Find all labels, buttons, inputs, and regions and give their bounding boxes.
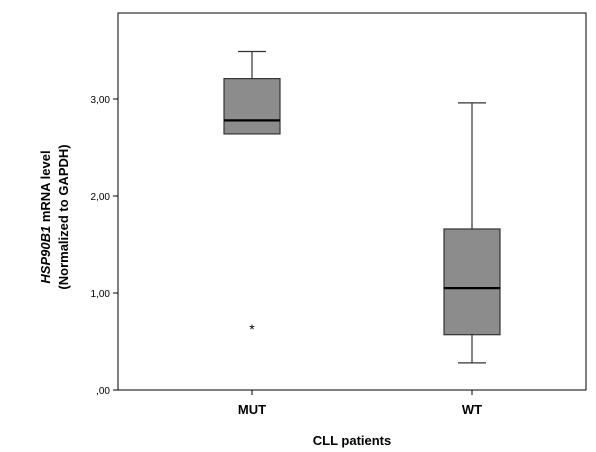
x-axis-category-labels: MUT WT	[238, 390, 482, 417]
y-axis-title-rest: mRNA level	[38, 150, 53, 225]
y-tick-label: 3,00	[91, 95, 111, 106]
iqr-box	[443, 228, 501, 336]
x-category-label: WT	[462, 402, 482, 417]
box-mut: *	[223, 50, 281, 337]
y-axis-title-line2: (Normalized to GAPDH)	[56, 144, 71, 289]
y-axis-ticks: ,00 1,00 2,00 3,00	[91, 95, 118, 397]
x-axis-title: CLL patients	[313, 433, 392, 448]
x-category-label: MUT	[238, 402, 266, 417]
iqr-box	[223, 78, 281, 135]
svg-text:HSP90B1 mRNA level: HSP90B1 mRNA level	[38, 150, 53, 283]
plot-frame	[117, 12, 587, 391]
outlier-marker: *	[249, 321, 255, 337]
box-wt	[443, 102, 501, 364]
y-axis-title-gene: HSP90B1	[38, 226, 53, 284]
y-tick-label: 2,00	[91, 192, 111, 203]
y-axis-title: HSP90B1 mRNA level (Normalized to GAPDH)	[38, 144, 71, 289]
box-series: *	[223, 50, 501, 364]
y-tick-label: 1,00	[91, 289, 111, 300]
y-tick-label: ,00	[96, 386, 110, 397]
